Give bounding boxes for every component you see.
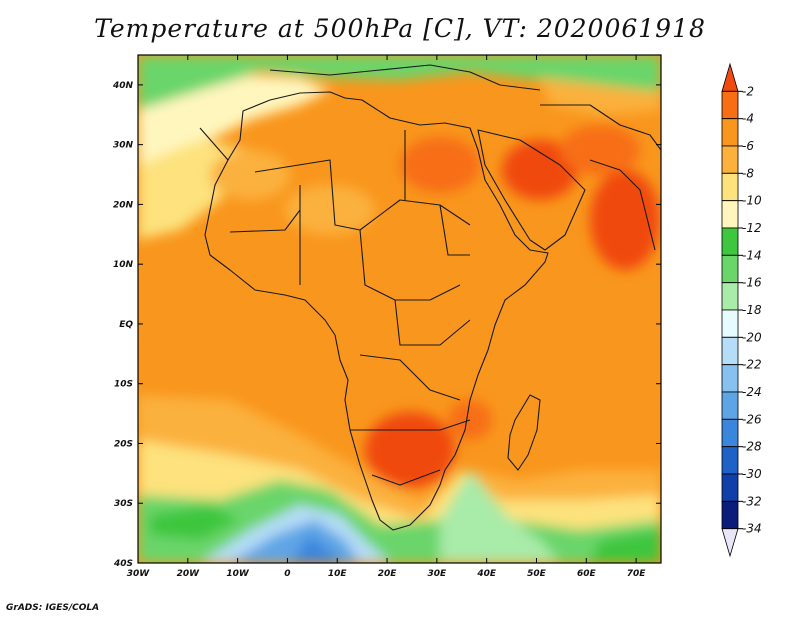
colorbar-label: -4 xyxy=(742,112,754,126)
colorbar-bin xyxy=(721,309,739,338)
credit-text: GrADS: IGES/COLA xyxy=(6,603,100,613)
colorbar-label: -16 xyxy=(742,276,762,290)
lon-tick-label: 40E xyxy=(476,569,497,579)
temperature-field xyxy=(138,55,661,563)
lat-tick-label: 20N xyxy=(113,200,134,210)
colorbar-label: -32 xyxy=(742,494,762,508)
latitude-axis: 40N 30N 20N 10N EQ 10S 20S 30S 40S xyxy=(112,81,661,569)
colorbar-bin xyxy=(721,282,739,311)
colorbar-label: -6 xyxy=(742,139,754,153)
lon-tick-label: 60E xyxy=(577,569,597,579)
colorbar-bin xyxy=(721,528,739,558)
lat-tick-label: 10S xyxy=(114,380,133,390)
colorbar-label: -34 xyxy=(742,522,762,536)
lat-tick-label: 40S xyxy=(113,559,133,569)
lat-tick-label: 40N xyxy=(112,81,134,91)
map-frame xyxy=(137,54,662,564)
lon-tick-label: 70E xyxy=(627,569,647,579)
longitude-axis: 30W 20W 10W 0 10E 20E 30E 40E 50E 60E 70E xyxy=(127,55,647,579)
colorbar-bin xyxy=(721,391,739,420)
lon-tick-label: 20W xyxy=(177,569,201,579)
lat-tick-label: 30S xyxy=(114,499,133,509)
colorbar-bin xyxy=(721,118,739,147)
lon-tick-label: 50E xyxy=(527,569,547,579)
colorbar: -2 -4 -6 -8 -10 -12 -14 -16 -18 -20 -22 -24 -26 -28 -3… xyxy=(721,62,762,558)
lat-tick-label: 30N xyxy=(113,141,134,151)
colorbar-label: -28 xyxy=(742,440,762,454)
colorbar-bin xyxy=(721,90,739,120)
colorbar-bin xyxy=(721,145,739,174)
colorbar-label: -14 xyxy=(742,248,762,262)
colorbar-bin xyxy=(721,62,739,92)
colorbar-label: -22 xyxy=(742,358,762,372)
colorbar-bin xyxy=(721,200,739,229)
colorbar-label: -24 xyxy=(742,385,762,399)
lat-tick-label: 20S xyxy=(114,439,133,449)
colorbar-bin xyxy=(721,336,739,366)
lon-tick-label: 10W xyxy=(226,569,250,579)
colorbar-label: -2 xyxy=(742,84,754,98)
lon-tick-label: 30E xyxy=(428,569,448,579)
lon-tick-label: 10E xyxy=(328,569,348,579)
colorbar-bin xyxy=(721,172,739,202)
lon-tick-label: 0 xyxy=(284,569,290,579)
lon-tick-label: 30W xyxy=(127,569,151,579)
map-title: Temperature at 500hPa [C], VT: 202006191… xyxy=(94,14,706,43)
colorbar-label: -30 xyxy=(742,467,762,481)
colorbar-label: -26 xyxy=(742,412,762,426)
colorbar-bin xyxy=(721,227,739,256)
colorbar-label: -12 xyxy=(742,221,762,235)
colorbar-label: -20 xyxy=(742,330,762,344)
colorbar-label: -10 xyxy=(742,194,762,208)
colorbar-bin xyxy=(721,364,739,393)
lon-tick-label: 20E xyxy=(378,569,398,579)
lat-tick-label: EQ xyxy=(119,320,133,330)
colorbar-bin xyxy=(721,446,739,475)
colorbar-label: -18 xyxy=(742,303,762,317)
lat-tick-label: 10N xyxy=(113,260,134,270)
colorbar-bin xyxy=(721,418,739,448)
colorbar-label: -8 xyxy=(742,166,754,180)
colorbar-bin xyxy=(721,500,739,530)
colorbar-bin xyxy=(721,254,739,284)
colorbar-bin xyxy=(721,473,739,502)
